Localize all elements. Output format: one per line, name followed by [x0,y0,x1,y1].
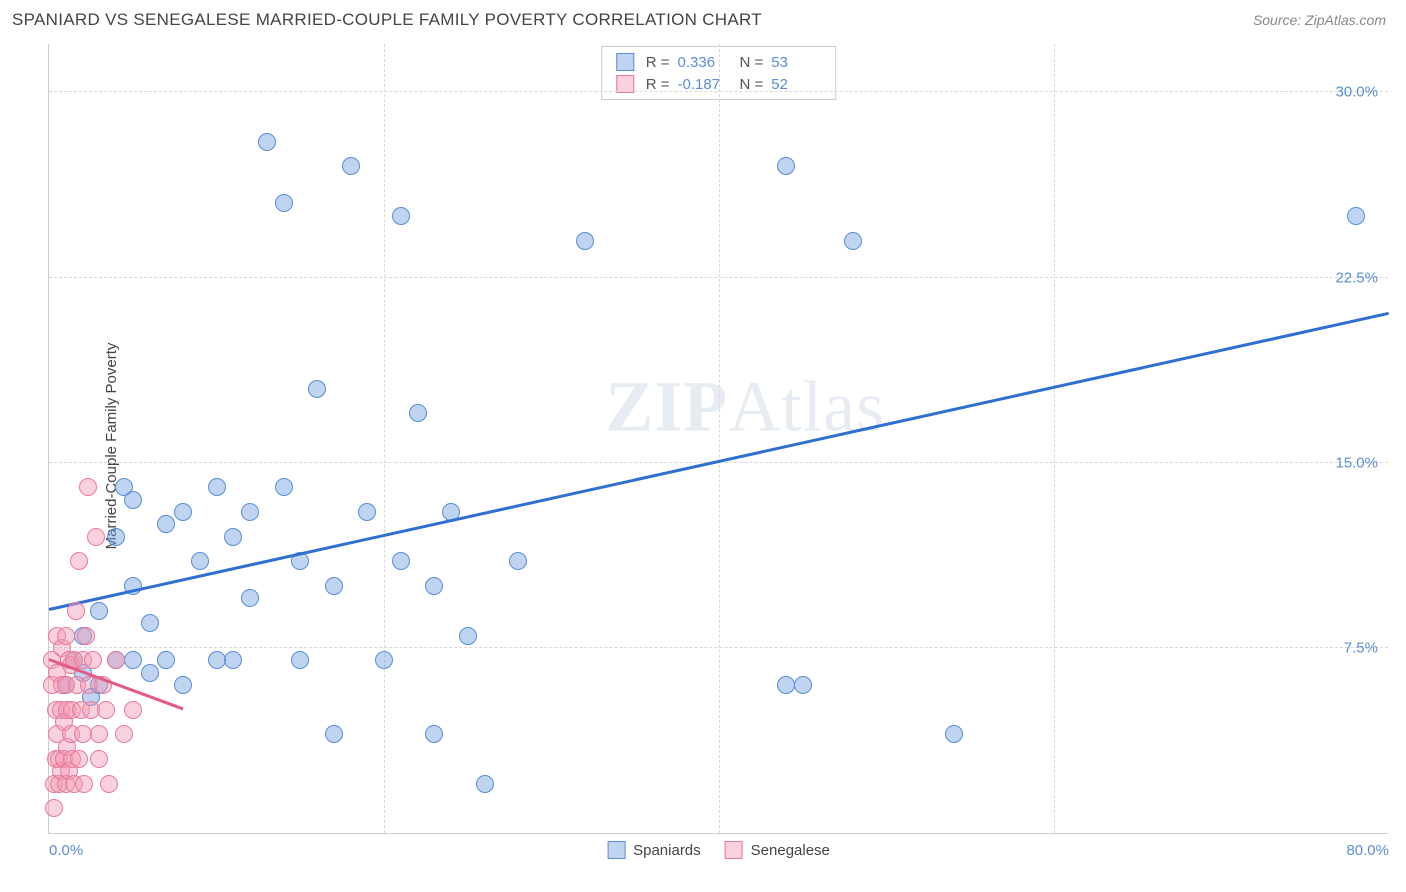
scatter-point [224,651,242,669]
scatter-point [476,775,494,793]
x-tick-label: 0.0% [49,842,83,859]
y-tick-label: 22.5% [1335,269,1378,286]
stat-value-r: -0.187 [678,76,728,93]
series-legend: Spaniards Senegalese [607,841,830,859]
scatter-point [90,725,108,743]
scatter-point [258,133,276,151]
scatter-point [945,725,963,743]
scatter-point [392,552,410,570]
scatter-point [141,664,159,682]
scatter-point [325,577,343,595]
scatter-point [107,528,125,546]
scatter-point [174,676,192,694]
scatter-point [45,799,63,817]
stat-value-n: 53 [771,54,821,71]
scatter-point [777,157,795,175]
scatter-point [459,627,477,645]
scatter-point [1347,207,1365,225]
scatter-point [241,503,259,521]
grid-line-v [719,44,720,833]
series-legend-item: Spaniards [607,841,701,859]
scatter-point [100,775,118,793]
scatter-point [141,614,159,632]
y-tick-label: 30.0% [1335,84,1378,101]
chart-header: SPANIARD VS SENEGALESE MARRIED-COUPLE FA… [0,0,1406,34]
series-legend-label: Senegalese [751,842,830,859]
scatter-point [777,676,795,694]
stat-label: N = [740,54,764,71]
grid-line-v [384,44,385,833]
scatter-point [97,701,115,719]
series-legend-label: Spaniards [633,842,701,859]
legend-swatch-senegalese [616,75,634,93]
scatter-point [157,651,175,669]
scatter-point [224,528,242,546]
scatter-point [70,750,88,768]
scatter-point [87,528,105,546]
scatter-point [191,552,209,570]
scatter-point [174,503,192,521]
scatter-point [77,627,95,645]
stat-label: R = [646,76,670,93]
y-tick-label: 15.0% [1335,454,1378,471]
scatter-point [75,775,93,793]
scatter-point [358,503,376,521]
scatter-chart: ZIPAtlas R = 0.336 N = 53 R = -0.187 N =… [48,44,1388,834]
scatter-point [375,651,393,669]
scatter-point [241,589,259,607]
scatter-point [509,552,527,570]
x-tick-label: 80.0% [1346,842,1389,859]
scatter-point [157,515,175,533]
scatter-point [392,207,410,225]
stat-label: R = [646,54,670,71]
legend-swatch-spaniards [616,53,634,71]
scatter-point [107,651,125,669]
scatter-point [425,577,443,595]
scatter-point [208,478,226,496]
scatter-point [342,157,360,175]
legend-swatch-senegalese [725,841,743,859]
scatter-point [576,232,594,250]
scatter-point [325,725,343,743]
watermark-light: Atlas [728,366,885,446]
scatter-point [74,725,92,743]
stat-value-n: 52 [771,76,821,93]
scatter-point [425,725,443,743]
stat-label: N = [740,76,764,93]
scatter-point [67,602,85,620]
scatter-point [275,478,293,496]
scatter-point [124,701,142,719]
watermark-bold: ZIP [605,366,728,446]
scatter-point [70,552,88,570]
stat-value-r: 0.336 [678,54,728,71]
scatter-point [124,651,142,669]
legend-swatch-spaniards [607,841,625,859]
chart-source: Source: ZipAtlas.com [1253,12,1386,28]
scatter-point [291,651,309,669]
scatter-point [90,750,108,768]
scatter-point [275,194,293,212]
scatter-point [844,232,862,250]
scatter-point [794,676,812,694]
scatter-point [79,478,97,496]
scatter-point [90,602,108,620]
scatter-point [124,491,142,509]
grid-line-v [1054,44,1055,833]
series-legend-item: Senegalese [725,841,830,859]
scatter-point [84,651,102,669]
scatter-point [409,404,427,422]
scatter-point [208,651,226,669]
scatter-point [115,725,133,743]
watermark: ZIPAtlas [605,365,885,448]
y-tick-label: 7.5% [1344,639,1378,656]
chart-title: SPANIARD VS SENEGALESE MARRIED-COUPLE FA… [12,10,762,30]
scatter-point [57,627,75,645]
scatter-point [308,380,326,398]
